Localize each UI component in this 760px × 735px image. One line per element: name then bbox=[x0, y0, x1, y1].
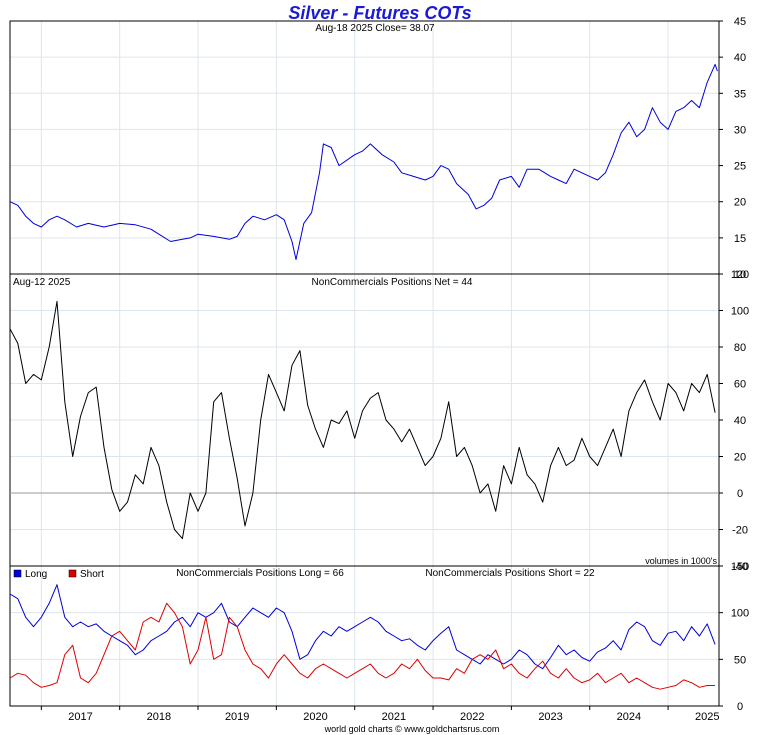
short-subtitle: NonCommercials Positions Short = 22 bbox=[425, 568, 595, 579]
net-ytick-label: 100 bbox=[731, 306, 749, 318]
net-ytick-label: -40 bbox=[732, 561, 748, 573]
price-panel-subtitle: Aug-18 2025 Close= 38.07 bbox=[315, 23, 435, 34]
xtick-label: 2023 bbox=[538, 711, 562, 723]
legend-short-swatch bbox=[68, 569, 77, 578]
net-ytick-label: 0 bbox=[737, 488, 743, 500]
xtick-label: 2020 bbox=[303, 711, 327, 723]
net-panel-subtitle: NonCommercials Positions Net = 44 bbox=[312, 277, 473, 288]
xtick-label: 2021 bbox=[382, 711, 406, 723]
net-panel-date: Aug-12 2025 bbox=[13, 277, 71, 288]
price-ytick-label: 45 bbox=[734, 16, 746, 28]
net-ytick-label: -20 bbox=[732, 525, 748, 537]
legend-short-label: Short bbox=[80, 569, 104, 580]
positions-ytick-label: 0 bbox=[737, 701, 743, 713]
xtick-label: 2024 bbox=[617, 711, 641, 723]
xtick-label: 2019 bbox=[225, 711, 249, 723]
price-ytick-label: 35 bbox=[734, 88, 746, 100]
positions-ytick-label: 150 bbox=[731, 561, 749, 573]
legend-long-swatch bbox=[13, 569, 22, 578]
price-ytick-label: 25 bbox=[734, 161, 746, 173]
legend: Long Short bbox=[13, 569, 104, 580]
price-ytick-label: 40 bbox=[734, 52, 746, 64]
price-ytick-label: 20 bbox=[734, 197, 746, 209]
footer-credit: world gold charts © www.goldchartsrus.co… bbox=[324, 724, 500, 734]
series-lines bbox=[9, 63, 718, 690]
positions-ytick-label: 100 bbox=[731, 608, 749, 620]
positions-panel-frame bbox=[9, 565, 720, 707]
net-ytick-label: 120 bbox=[731, 269, 749, 281]
axis-ticks: 1015202530354045-40-20020406080100120050… bbox=[10, 16, 749, 723]
positions-series-long-line bbox=[9, 584, 716, 670]
xtick-label: 2017 bbox=[68, 711, 92, 723]
positions-ytick-label: 50 bbox=[734, 654, 746, 666]
price-panel-frame bbox=[9, 20, 720, 275]
price-ytick-label: 10 bbox=[734, 269, 746, 281]
net-series-0-line bbox=[9, 300, 716, 540]
xtick-label: 2018 bbox=[147, 711, 171, 723]
xtick-label: 2025 bbox=[695, 711, 719, 723]
net-ytick-label: 60 bbox=[734, 379, 746, 391]
price-ytick-label: 30 bbox=[734, 124, 746, 136]
net-ytick-label: 20 bbox=[734, 452, 746, 464]
chart-title: Silver - Futures COTs bbox=[288, 3, 471, 23]
positions-series-short-line bbox=[9, 602, 716, 690]
volumes-note: volumes in 1000's bbox=[645, 556, 717, 566]
legend-long-label: Long bbox=[25, 569, 47, 580]
net-ytick-label: 80 bbox=[734, 342, 746, 354]
xtick-label: 2022 bbox=[460, 711, 484, 723]
price-ytick-label: 15 bbox=[734, 233, 746, 245]
long-subtitle: NonCommercials Positions Long = 66 bbox=[176, 568, 344, 579]
grid-lines bbox=[10, 20, 719, 707]
price-series-0-line bbox=[9, 63, 718, 260]
net-ytick-label: 40 bbox=[734, 415, 746, 427]
